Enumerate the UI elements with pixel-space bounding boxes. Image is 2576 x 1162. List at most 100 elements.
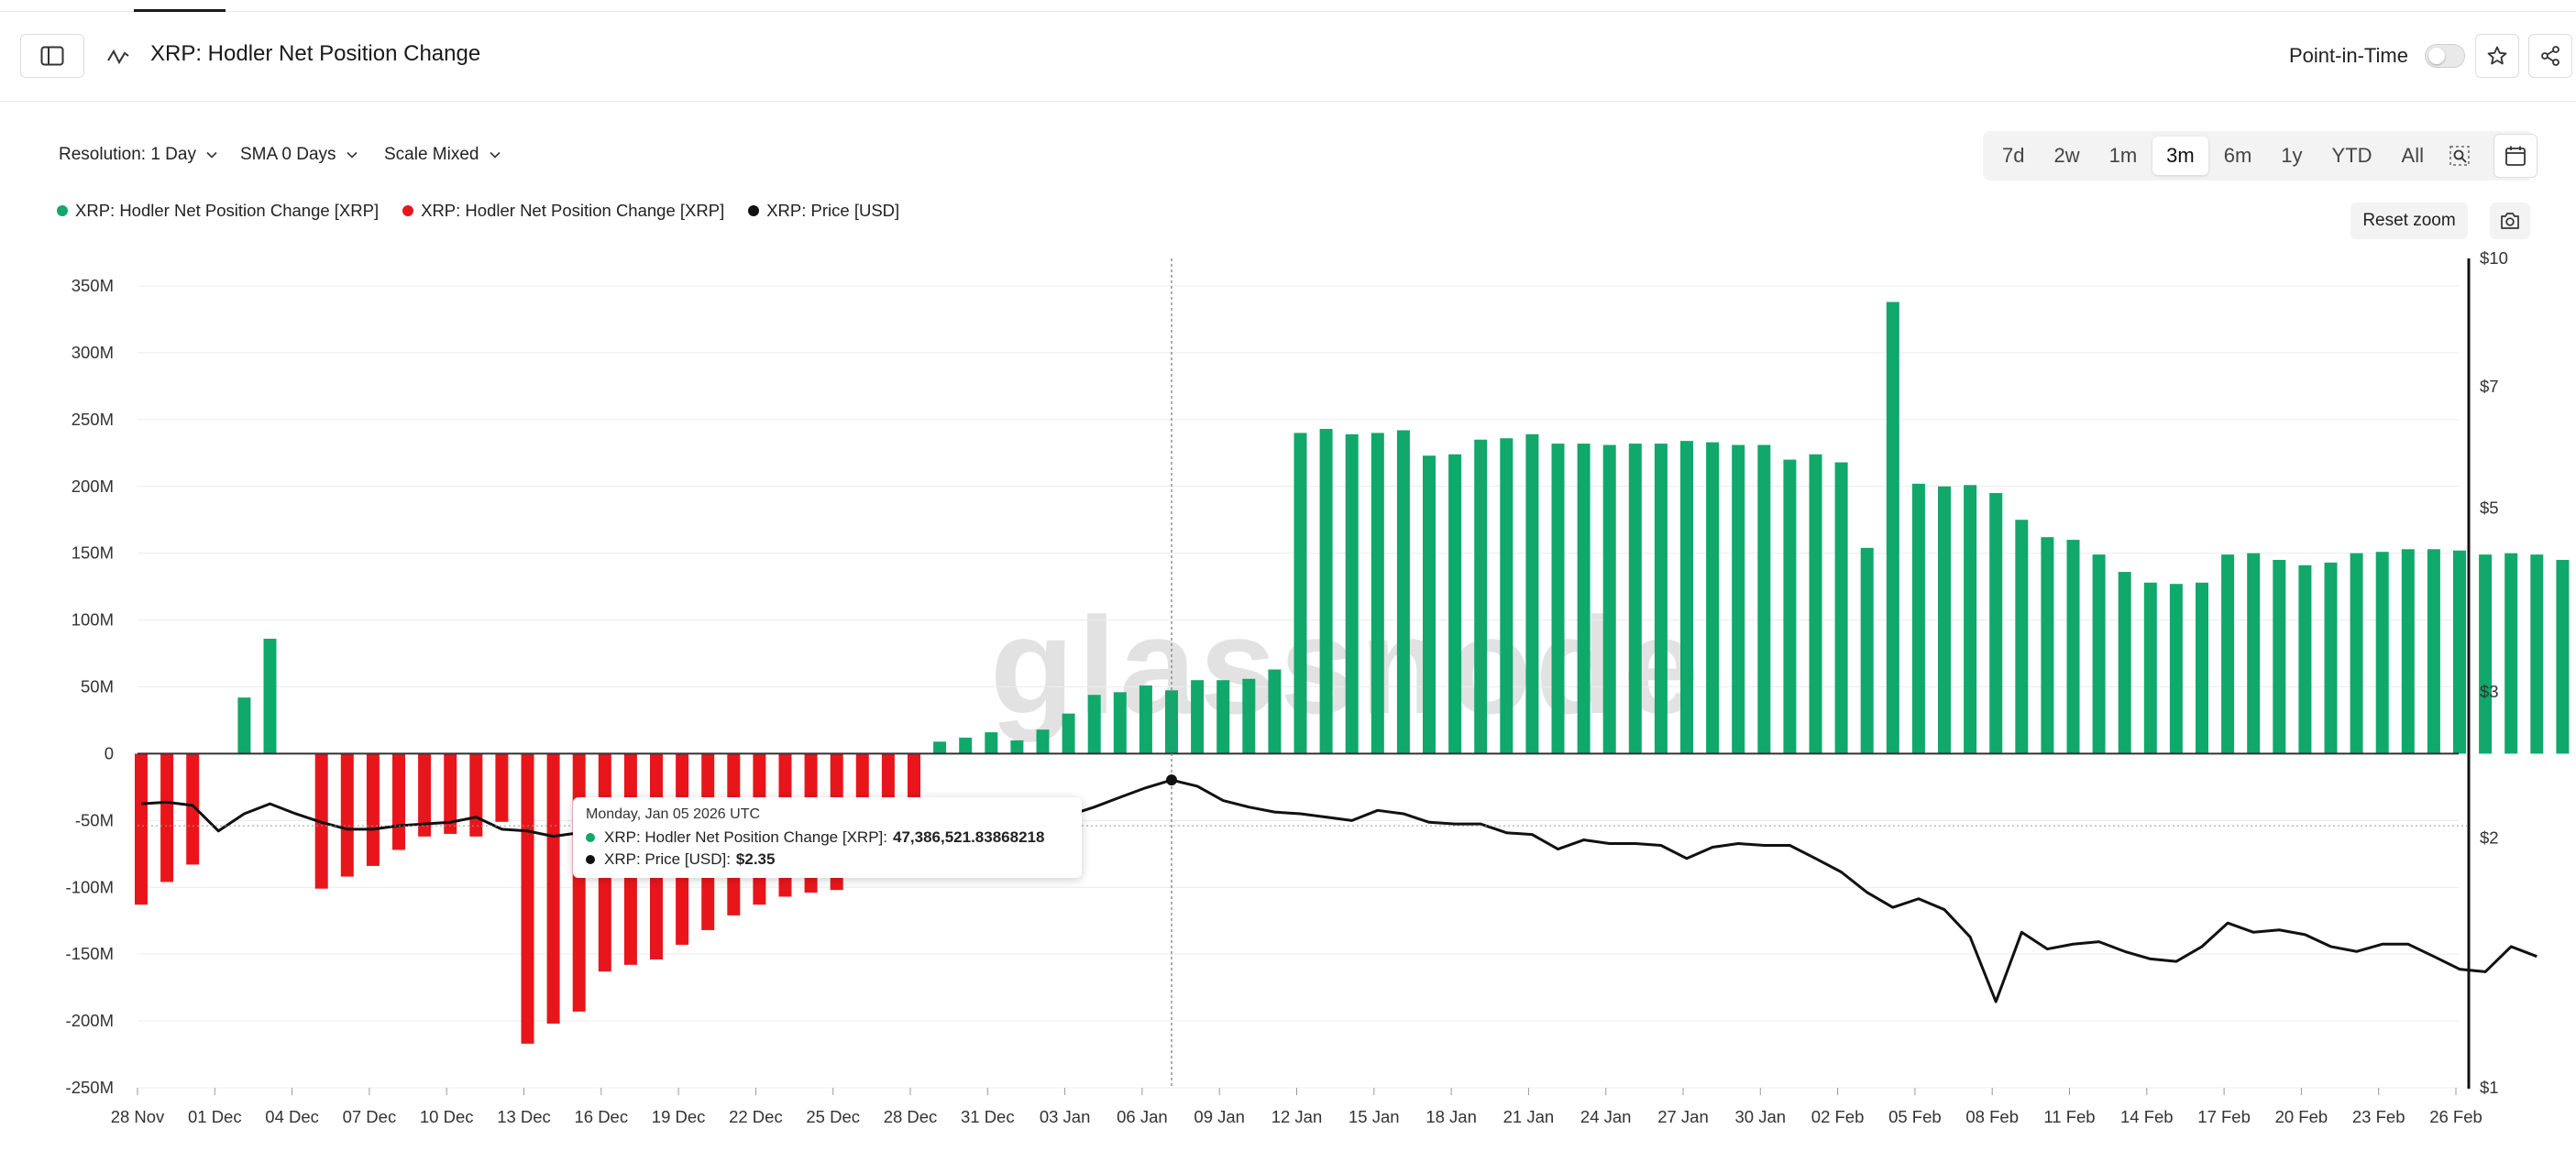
share-button[interactable] [2528, 34, 2572, 78]
x-tick-label: 15 Jan [1349, 1107, 1400, 1126]
bar [2196, 582, 2208, 754]
x-tick-label: 23 Feb [2352, 1107, 2405, 1126]
bar [2247, 553, 2261, 754]
legend-label: XRP: Hodler Net Position Change [XRP] [75, 201, 380, 220]
legend-dot [402, 205, 414, 216]
resolution-dropdown[interactable]: Resolution: 1 Day [59, 145, 218, 165]
range-1m-button[interactable]: 1m [2108, 144, 2138, 167]
x-tick-label: 18 Jan [1426, 1107, 1477, 1126]
legend-label: XRP: Price [USD] [766, 201, 900, 220]
bar-series [135, 301, 2570, 1044]
range-7d-button[interactable]: 7d [2002, 144, 2025, 167]
legend-item-hodler-negative[interactable]: XRP: Hodler Net Position Change [XRP] [402, 201, 724, 221]
y-left-tick-label: 200M [72, 477, 114, 496]
x-tick-label: 27 Jan [1657, 1107, 1709, 1126]
calendar-button[interactable] [2493, 134, 2537, 178]
bar [1319, 429, 1333, 754]
range-ytd-button[interactable]: YTD [2331, 144, 2372, 167]
bar [2015, 520, 2029, 754]
range-all-button[interactable]: All [2401, 144, 2424, 167]
legend-item-hodler-positive[interactable]: XRP: Hodler Net Position Change [XRP] [57, 201, 379, 221]
favorite-button[interactable] [2475, 34, 2519, 78]
hover-point [1166, 774, 1177, 786]
range-3m-button[interactable]: 3m [2152, 137, 2208, 175]
tooltip-dot [586, 855, 595, 864]
bar [1809, 454, 1822, 754]
y-right-tick-label: $1 [2480, 1078, 2499, 1097]
bar [1423, 455, 1436, 754]
bar [2273, 559, 2286, 754]
bar [908, 753, 920, 798]
bar [2479, 554, 2493, 754]
chart-tooltip: Monday, Jan 05 2026 UTC XRP: Hodler Net … [573, 797, 1082, 878]
bar [2118, 572, 2131, 754]
bar [1834, 462, 1848, 754]
bar [1474, 439, 1488, 754]
screenshot-button[interactable] [2490, 203, 2530, 239]
point-in-time-toggle[interactable] [2425, 44, 2465, 68]
camera-icon [2501, 213, 2519, 229]
bar [1654, 444, 1668, 754]
x-tick-label: 22 Dec [729, 1107, 783, 1126]
bar [340, 753, 354, 877]
x-tick-label: 19 Dec [652, 1107, 706, 1126]
bar [2324, 562, 2338, 754]
gridlines [138, 285, 2459, 1089]
bar [2221, 554, 2235, 754]
y-left-tick-label: 300M [72, 343, 114, 362]
bar [1396, 430, 1410, 754]
legend-item-price[interactable]: XRP: Price [USD] [748, 201, 899, 221]
bar [263, 639, 277, 754]
x-tick-label: 12 Jan [1271, 1107, 1323, 1126]
x-tick-label: 01 Dec [188, 1107, 242, 1126]
bar [2169, 584, 2183, 754]
bar [2298, 565, 2312, 754]
tooltip-label: XRP: Price [USD]: [604, 850, 731, 868]
bar [1938, 486, 1951, 754]
share-icon [2541, 46, 2559, 66]
bar [314, 753, 328, 889]
x-tick-label: 17 Feb [2197, 1107, 2251, 1126]
bar [418, 753, 432, 837]
bar [469, 753, 483, 837]
zoom-select-button[interactable] [2439, 137, 2480, 175]
x-tick-label: 16 Dec [574, 1107, 628, 1126]
y-left-tick-label: -150M [66, 944, 114, 963]
bar [1732, 444, 1745, 754]
bar [985, 732, 998, 754]
range-6m-button[interactable]: 6m [2223, 144, 2252, 167]
bar [1911, 483, 1925, 754]
scale-label: Scale Mixed [384, 145, 479, 164]
range-1y-button[interactable]: 1y [2281, 144, 2303, 167]
tooltip-dot [586, 833, 595, 842]
bar [959, 737, 973, 754]
bar [1165, 690, 1178, 754]
y-left-tick-label: 100M [72, 610, 114, 630]
sidebar-toggle-button[interactable] [20, 34, 84, 78]
y-right-tick-label: $10 [2480, 248, 2508, 268]
bar [2453, 550, 2466, 754]
y-right-tick-label: $3 [2480, 682, 2499, 701]
bar [2504, 553, 2518, 754]
bar [1525, 433, 1539, 754]
y-left-tick-label: -100M [66, 877, 114, 896]
y-right-tick-label: $2 [2480, 828, 2499, 848]
bar [546, 753, 560, 1024]
chart-legend: XRP: Hodler Net Position Change [XRP] XR… [57, 201, 899, 221]
y-left-tick-label: 0 [105, 743, 114, 762]
range-2w-button[interactable]: 2w [2053, 144, 2080, 167]
y-right-tick-label: $7 [2480, 377, 2499, 396]
x-tick-label: 11 Feb [2043, 1107, 2095, 1126]
bar [933, 741, 947, 754]
reset-zoom-button[interactable]: Reset zoom [2350, 203, 2468, 239]
tooltip-row-hodler: XRP: Hodler Net Position Change [XRP]: 4… [586, 828, 1069, 847]
bar [1216, 680, 1230, 754]
bar [1062, 713, 1075, 754]
bar [572, 753, 586, 1012]
bar [1087, 695, 1101, 754]
x-tick-label: 10 Dec [420, 1107, 474, 1126]
x-tick-label: 30 Jan [1735, 1107, 1787, 1126]
sma-dropdown[interactable]: SMA 0 Days [240, 145, 358, 165]
scale-dropdown[interactable]: Scale Mixed [384, 145, 501, 165]
bar [1010, 740, 1024, 754]
